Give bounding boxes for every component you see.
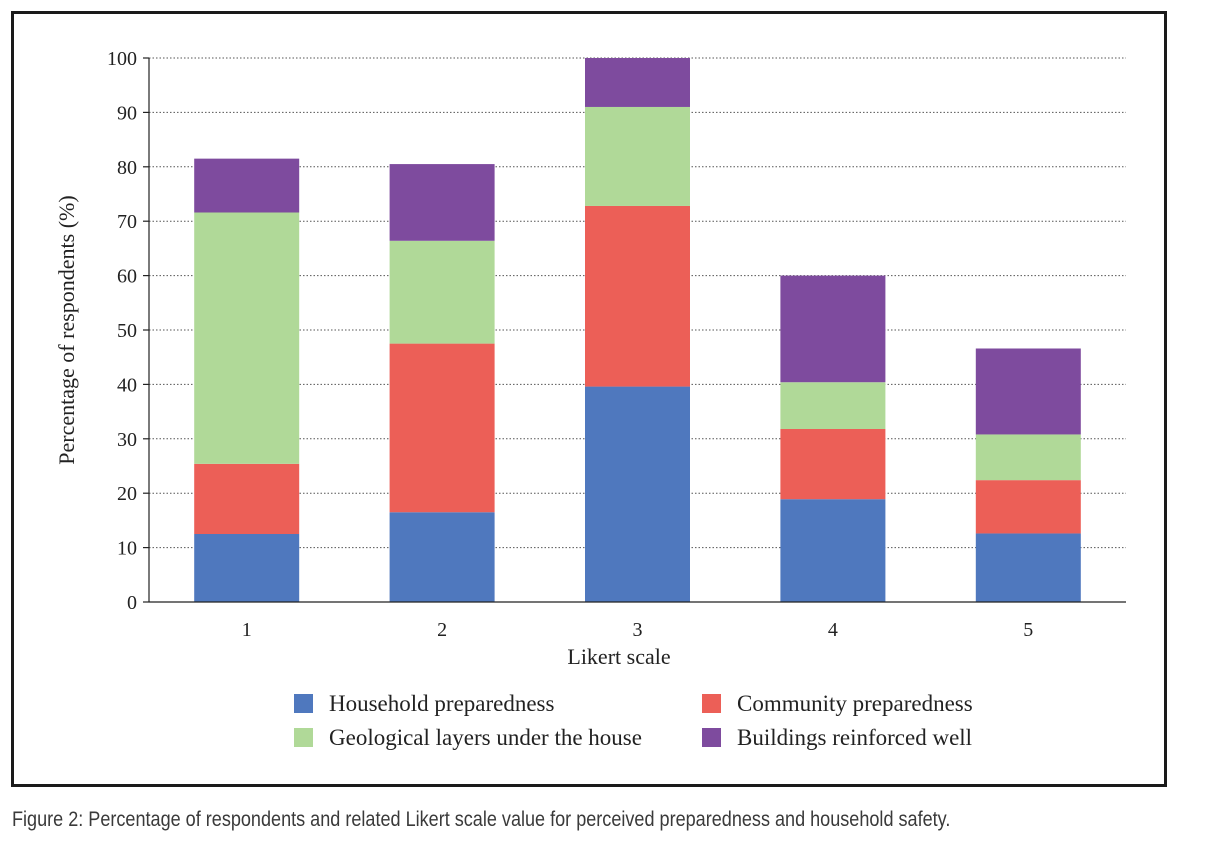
legend-swatch	[294, 728, 313, 747]
bar-segment	[975, 434, 1081, 481]
y-tick-labels: 0 10 20 30 40 50 60 70 80 90 100	[107, 48, 149, 614]
bar-segment	[194, 534, 300, 602]
y-tick-label: 40	[117, 374, 137, 396]
y-tick-label: 10	[117, 538, 137, 560]
bar-segment	[975, 533, 1081, 602]
bar-segment	[585, 58, 690, 107]
legend-swatch	[702, 728, 721, 747]
legend-swatch	[702, 694, 721, 713]
y-tick-label: 60	[117, 266, 137, 288]
bar-segment	[780, 275, 886, 383]
x-tick-label: 3	[633, 619, 643, 641]
bar-segment	[389, 512, 495, 602]
bar-segment	[585, 205, 690, 387]
legend-label: Geological layers under the house	[329, 725, 642, 750]
y-tick-label: 70	[117, 211, 137, 233]
bar-segment	[194, 158, 300, 213]
x-tick-label: 5	[1023, 619, 1033, 641]
x-tick-label: 1	[242, 619, 252, 641]
figure-frame	[11, 11, 1167, 787]
y-tick-label: 0	[127, 592, 137, 614]
bar-segment	[975, 348, 1081, 435]
figure-caption: Figure 2: Percentage of respondents and …	[12, 808, 951, 831]
y-tick-label: 80	[117, 157, 137, 179]
y-tick-label: 100	[107, 48, 137, 70]
x-tick-label: 4	[828, 619, 838, 641]
bar-segment	[780, 499, 886, 602]
legend-label: Household preparedness	[329, 691, 555, 716]
bar-segment	[389, 343, 495, 513]
y-tick-label: 50	[117, 320, 137, 342]
bars-group	[194, 58, 1081, 602]
bar-segment	[780, 382, 886, 430]
legend-label: Community preparedness	[737, 691, 973, 716]
x-tick-label: 2	[437, 619, 447, 641]
y-tick-label: 90	[117, 102, 137, 124]
y-tick-label: 20	[117, 483, 137, 505]
bar-segment	[389, 164, 495, 241]
x-tick-labels: 1 2 3 4 5	[242, 619, 1034, 641]
bar-segment	[194, 463, 300, 534]
legend-label: Buildings reinforced well	[737, 725, 972, 750]
bar-segment	[194, 212, 300, 464]
bar-segment	[780, 429, 886, 500]
y-axis-title: Percentage of respondents (%)	[54, 195, 79, 464]
legend: Household preparedness Community prepared…	[294, 691, 973, 750]
x-axis-title: Likert scale	[567, 644, 670, 669]
y-tick-label: 30	[117, 429, 137, 451]
bar-segment	[389, 240, 495, 344]
bar-segment	[585, 106, 690, 206]
bar-segment	[585, 386, 690, 602]
bar-segment	[975, 480, 1081, 534]
legend-swatch	[294, 694, 313, 713]
stacked-bar-chart: 0 10 20 30 40 50 60 70 80 90 100 1 2 3 4 5 Percentage …	[54, 48, 1126, 750]
